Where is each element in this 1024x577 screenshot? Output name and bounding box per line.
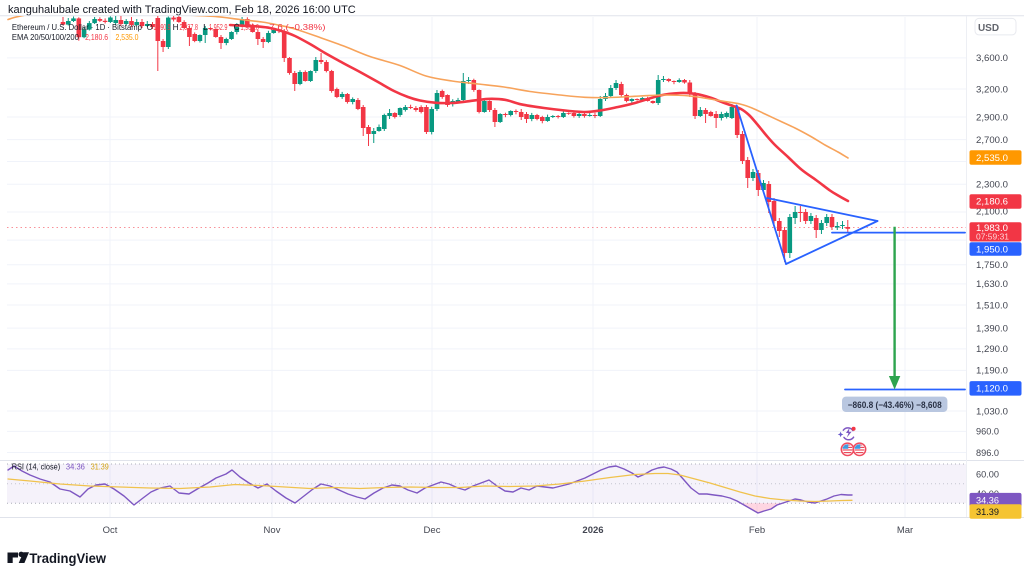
svg-text:3,600.0: 3,600.0: [976, 53, 1008, 64]
svg-text:2,037.8: 2,037.8: [180, 23, 199, 32]
svg-text:2,535.0: 2,535.0: [116, 33, 139, 42]
svg-text:Dec: Dec: [424, 525, 441, 536]
svg-text:2,900.0: 2,900.0: [976, 112, 1008, 123]
svg-text:1,510.0: 1,510.0: [976, 300, 1008, 311]
svg-text:1,030.0: 1,030.0: [976, 406, 1008, 417]
svg-text:1,983.0: 1,983.0: [241, 23, 260, 32]
svg-text:1,290.0: 1,290.0: [976, 344, 1008, 355]
svg-text:Oct: Oct: [103, 525, 118, 536]
svg-text:USD: USD: [978, 23, 999, 34]
svg-text:2,180.6: 2,180.6: [976, 197, 1008, 208]
svg-text:1,630.0: 1,630.0: [976, 279, 1008, 290]
svg-text:Ethereum / U.S. Dollar · 1D ·: Ethereum / U.S. Dollar · 1D · Bitstamp: [12, 23, 143, 32]
svg-text:C: C: [234, 23, 240, 32]
svg-text:2,300.0: 2,300.0: [976, 180, 1008, 191]
svg-text:TradingView: TradingView: [29, 551, 106, 566]
svg-text:2,535.0: 2,535.0: [976, 153, 1008, 164]
svg-text:2026: 2026: [582, 525, 603, 536]
svg-text:960.0: 960.0: [976, 427, 999, 438]
svg-text:2,180.6: 2,180.6: [85, 33, 108, 42]
svg-text:EMA 20/50/100/200: EMA 20/50/100/200: [12, 33, 80, 42]
svg-text:1,952.9: 1,952.9: [209, 23, 228, 32]
svg-text:H: H: [173, 23, 179, 32]
svg-text:−860.8 (−43.46%) −8,608: −860.8 (−43.46%) −8,608: [848, 400, 942, 410]
svg-text:1,750.0: 1,750.0: [976, 260, 1008, 271]
svg-text:−7.6 (−0.38%): −7.6 (−0.38%): [264, 23, 326, 32]
svg-text:1,983.0: 1,983.0: [976, 223, 1008, 234]
svg-text:1,120.0: 1,120.0: [976, 384, 1008, 395]
svg-text:34.36: 34.36: [976, 496, 999, 507]
svg-text:1,950.0: 1,950.0: [976, 244, 1008, 255]
svg-text:07:59:31: 07:59:31: [976, 231, 1009, 241]
svg-text:2,700.0: 2,700.0: [976, 135, 1008, 146]
svg-text:31.39: 31.39: [976, 507, 999, 518]
svg-text:3,200.0: 3,200.0: [976, 84, 1008, 95]
svg-text:L: L: [203, 23, 209, 32]
svg-text:31.39: 31.39: [91, 463, 109, 472]
svg-text:kanguhalubale created with Tra: kanguhalubale created with TradingView.c…: [8, 4, 356, 16]
svg-text:O: O: [147, 23, 153, 32]
svg-text:1,390.0: 1,390.0: [976, 323, 1008, 334]
svg-text:RSI (14, close): RSI (14, close): [12, 463, 61, 472]
svg-text:60.00: 60.00: [976, 469, 999, 480]
svg-text:Feb: Feb: [749, 525, 765, 536]
svg-text:1,990.9: 1,990.9: [154, 23, 171, 32]
svg-text:34.36: 34.36: [66, 463, 86, 472]
svg-text:2,100.0: 2,100.0: [976, 206, 1008, 217]
svg-text:Nov: Nov: [264, 525, 281, 536]
svg-text:Mar: Mar: [897, 525, 913, 536]
svg-text:1,190.0: 1,190.0: [976, 366, 1008, 377]
svg-text:896.0: 896.0: [976, 448, 999, 459]
